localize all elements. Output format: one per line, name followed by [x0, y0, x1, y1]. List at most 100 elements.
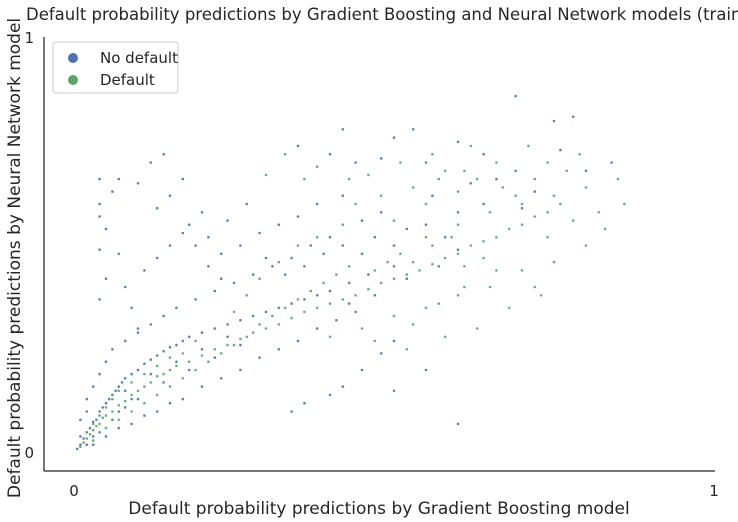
scatter-point	[111, 348, 114, 351]
scatter-point	[424, 202, 428, 206]
scatter-point	[277, 260, 281, 264]
x-axis-label: Default probability predictions by Gradi…	[128, 499, 629, 519]
scatter-point	[373, 294, 377, 297]
scatter-point	[130, 393, 133, 397]
scatter-point	[367, 287, 370, 291]
legend-label-no-default: No default	[100, 49, 178, 67]
scatter-point	[379, 281, 383, 285]
scatter-point	[373, 339, 377, 343]
scatter-point	[546, 161, 549, 164]
scatter-point	[456, 223, 460, 226]
scatter-point	[347, 265, 351, 268]
scatter-point	[347, 177, 351, 181]
scatter-point	[328, 152, 332, 156]
scatter-point	[130, 397, 133, 401]
scatter-point	[187, 223, 191, 226]
scatter-point	[111, 418, 114, 422]
scatter-point	[143, 372, 146, 376]
scatter-point	[475, 327, 479, 330]
series-no-default	[75, 94, 613, 451]
scatter-point	[239, 368, 242, 372]
scatter-point	[443, 235, 447, 239]
scatter-point	[239, 343, 242, 347]
scatter-point	[328, 289, 332, 293]
scatter-point	[463, 169, 466, 173]
scatter-point	[341, 223, 345, 226]
scatter-point	[552, 194, 556, 197]
scatter-point	[341, 298, 345, 301]
scatter-point	[187, 368, 191, 372]
scatter-point	[226, 219, 229, 222]
scatter-point	[328, 393, 332, 397]
scatter-point	[194, 368, 197, 372]
scatter-point	[200, 354, 204, 357]
scatter-point	[533, 177, 537, 181]
scatter-point	[443, 256, 447, 260]
scatter-point	[315, 306, 319, 310]
scatter-point	[584, 169, 588, 173]
scatter-point	[111, 397, 114, 401]
scatter-point	[405, 227, 409, 231]
scatter-point	[347, 281, 351, 285]
scatter-point	[123, 285, 127, 289]
scatter-point	[290, 410, 293, 413]
scatter-point	[91, 439, 95, 442]
scatter-point	[456, 211, 460, 214]
scatter-point	[303, 310, 306, 314]
scatter-point	[104, 227, 108, 231]
scatter-point	[85, 443, 89, 447]
scatter-point	[117, 252, 121, 256]
scatter-point	[136, 331, 140, 334]
scatter-point	[431, 262, 434, 266]
scatter-point	[450, 235, 453, 239]
scatter-point	[200, 211, 204, 214]
scatter-point	[507, 227, 511, 231]
scatter-point	[136, 389, 140, 393]
scatter-point	[104, 435, 108, 438]
scatter-point	[168, 244, 172, 247]
scatter-point	[405, 277, 409, 281]
scatter-point	[495, 177, 498, 181]
scatter-point	[303, 298, 306, 301]
scatter-point	[456, 294, 460, 297]
scatter-point	[79, 443, 82, 447]
scatter-point	[226, 343, 229, 347]
scatter-point	[143, 269, 146, 272]
scatter-point	[360, 219, 364, 222]
scatter-point	[328, 302, 332, 305]
scatter-point	[431, 244, 434, 247]
scatter-point	[392, 244, 396, 247]
scatter-point	[120, 381, 124, 384]
scatter-point	[143, 414, 146, 417]
scatter-point	[104, 426, 108, 430]
scatter-point	[431, 194, 434, 197]
x-tick-label: 1	[709, 482, 719, 500]
scatter-point	[155, 256, 159, 260]
scatter-point	[207, 360, 210, 364]
scatter-point	[149, 323, 153, 326]
scatter-point	[283, 273, 287, 276]
scatter-point	[392, 219, 396, 222]
scatter-point	[431, 152, 434, 156]
scatter-point	[424, 306, 428, 310]
scatter-point	[213, 356, 217, 359]
scatter-point	[437, 177, 441, 181]
legend-marker-default	[68, 75, 78, 85]
scatter-point	[418, 269, 421, 272]
scatter-point	[392, 136, 396, 139]
scatter-point	[162, 372, 165, 376]
scatter-point	[520, 202, 524, 206]
scatter-point	[213, 327, 217, 330]
scatter-point	[245, 294, 249, 297]
scatter-point	[603, 227, 607, 231]
scatter-point	[101, 406, 105, 409]
scatter-point	[162, 381, 165, 384]
scatter-point	[271, 314, 274, 318]
scatter-point	[123, 377, 127, 380]
scatter-point	[143, 362, 146, 366]
scatter-point	[91, 420, 95, 424]
scatter-point	[130, 422, 133, 426]
scatter-point	[251, 331, 255, 334]
scatter-point	[437, 302, 441, 305]
scatter-point	[482, 152, 485, 156]
